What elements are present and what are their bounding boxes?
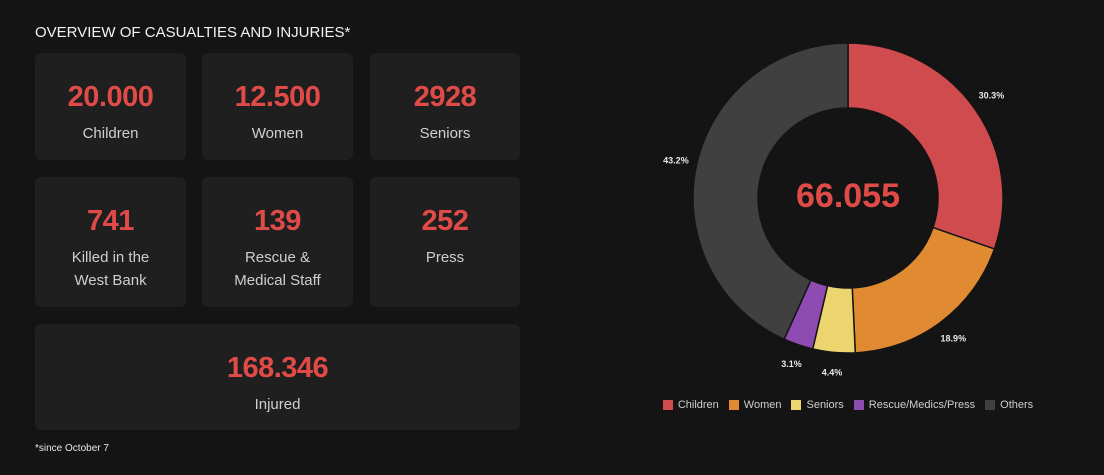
legend-label: Others [1000, 399, 1034, 411]
stat-value: 2928 [413, 81, 477, 113]
legend-swatch [985, 400, 996, 410]
slice-label: 4.4% [822, 368, 843, 378]
stat-label: Press [425, 249, 465, 266]
stat-label: Rescue & Medical Staff [234, 249, 321, 289]
legend-swatch [791, 400, 802, 410]
footnote: *since October 7 [35, 443, 109, 454]
donut-slice [847, 42, 1004, 250]
donut-slice [692, 42, 849, 341]
stat-label: Children [82, 125, 139, 142]
stat-card: 168.346 Injured [35, 324, 520, 430]
legend-swatch [662, 400, 673, 410]
legend-item: Women [728, 399, 782, 411]
legend-item: Children [662, 399, 719, 411]
stat-value: 168.346 [226, 352, 329, 384]
stat-value: 20.000 [67, 81, 154, 113]
slice-label: 3.1% [781, 359, 802, 369]
slice-label: 43.2% [663, 155, 689, 165]
stat-value: 252 [421, 205, 469, 237]
slice-label: 30.3% [979, 90, 1005, 100]
stat-label: Seniors [419, 125, 471, 142]
legend-label: Rescue/Medics/Press [868, 399, 976, 411]
stat-card: 12.500 Women [202, 53, 353, 160]
legend-item: Seniors [791, 399, 844, 411]
stat-label: Injured [254, 396, 301, 413]
stat-label: Killed in the West Bank [71, 249, 150, 289]
legend-item: Rescue/Medics/Press [853, 399, 976, 411]
legend: Children Women Seniors Rescue/Medics/Press O… [600, 399, 1096, 411]
stat-value: 741 [87, 205, 134, 237]
legend-swatch [728, 400, 739, 410]
center-label: 66.055 [796, 177, 900, 215]
stat-card: 252 Press [370, 177, 520, 307]
stat-card: 741 Killed in the West Bank [35, 177, 186, 307]
legend-swatch [853, 400, 864, 410]
stat-value: 12.500 [234, 81, 321, 113]
section-title: OVERVIEW OF CASUALTIES AND INJURIES* [35, 24, 351, 41]
legend-label: Women [743, 399, 782, 411]
stat-card: 139 Rescue & Medical Staff [202, 177, 353, 307]
stat-label: Women [251, 125, 304, 142]
donut-slice [851, 226, 996, 354]
slice-label: 18.9% [941, 333, 967, 343]
stat-value: 139 [254, 205, 301, 237]
legend-label: Seniors [806, 399, 844, 411]
stat-card: 2928 Seniors [370, 53, 520, 160]
stat-card: 20.000 Children [35, 53, 186, 160]
legend-item: Others [985, 399, 1033, 411]
legend-label: Children [677, 399, 719, 411]
